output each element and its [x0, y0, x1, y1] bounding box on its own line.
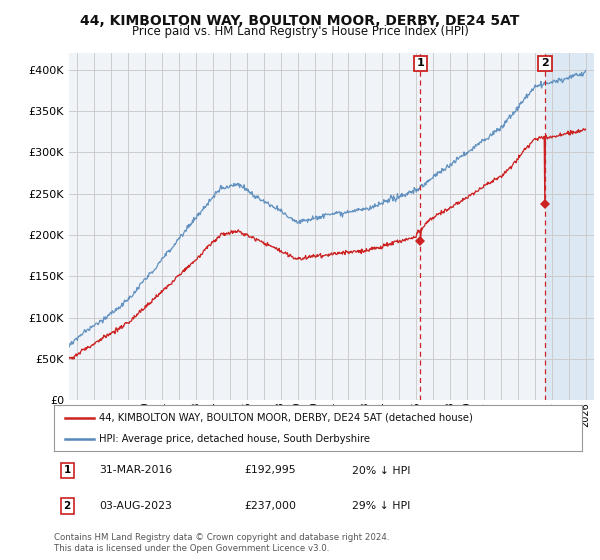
Text: £237,000: £237,000	[244, 501, 296, 511]
Bar	[545, 53, 594, 400]
Text: 44, KIMBOLTON WAY, BOULTON MOOR, DERBY, DE24 5AT (detached house): 44, KIMBOLTON WAY, BOULTON MOOR, DERBY, …	[99, 413, 473, 423]
Text: 03-AUG-2023: 03-AUG-2023	[99, 501, 172, 511]
Text: Contains HM Land Registry data © Crown copyright and database right 2024.
This d: Contains HM Land Registry data © Crown c…	[54, 533, 389, 553]
Text: 44, KIMBOLTON WAY, BOULTON MOOR, DERBY, DE24 5AT: 44, KIMBOLTON WAY, BOULTON MOOR, DERBY, …	[80, 14, 520, 28]
Text: 1: 1	[64, 465, 71, 475]
Text: HPI: Average price, detached house, South Derbyshire: HPI: Average price, detached house, Sout…	[99, 435, 370, 444]
Text: 20% ↓ HPI: 20% ↓ HPI	[352, 465, 411, 475]
Text: £192,995: £192,995	[244, 465, 296, 475]
Text: Price paid vs. HM Land Registry's House Price Index (HPI): Price paid vs. HM Land Registry's House …	[131, 25, 469, 38]
Text: 2: 2	[64, 501, 71, 511]
Text: 1: 1	[416, 58, 424, 68]
Text: 2: 2	[541, 58, 549, 68]
Text: 29% ↓ HPI: 29% ↓ HPI	[352, 501, 410, 511]
Text: 31-MAR-2016: 31-MAR-2016	[99, 465, 172, 475]
